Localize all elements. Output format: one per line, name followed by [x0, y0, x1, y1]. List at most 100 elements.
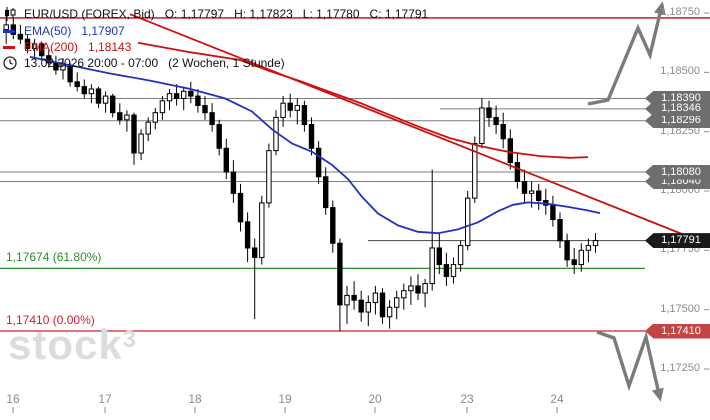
candle-body: [479, 107, 485, 145]
candle-body: [457, 245, 464, 266]
time-axis-label[interactable]: 19: [278, 392, 292, 406]
candle-body: [465, 197, 471, 247]
ohlc-high: H: 1,17823: [234, 7, 293, 21]
candle-body: [188, 90, 194, 97]
candle-body: [173, 93, 180, 99]
candle-body: [88, 88, 95, 95]
time-axis-label[interactable]: 23: [460, 392, 474, 406]
projection-up-icon: [587, 8, 663, 106]
time-axis-label[interactable]: 17: [98, 392, 112, 406]
legend-ema200-row: EMA(200) 1,18143: [3, 40, 141, 54]
candle-body: [557, 218, 563, 242]
candle-body: [301, 105, 308, 126]
time-axis-label[interactable]: 24: [550, 392, 564, 406]
candlestick-icon: [3, 7, 21, 21]
candle-body: [209, 112, 215, 126]
time-axis-label[interactable]: 16: [6, 392, 20, 406]
candle-body: [237, 192, 244, 223]
candle-body: [486, 107, 492, 118]
symbol-title: EUR/USD (FOREX, Bid): [24, 7, 155, 21]
candle-body: [195, 95, 201, 107]
candle-body: [95, 88, 102, 104]
candle-body: [401, 290, 407, 299]
candle-body: [145, 121, 151, 135]
candle-body: [39, 43, 45, 57]
ema50-line: [29, 56, 601, 235]
candle-body: [394, 297, 400, 308]
candle-body: [493, 116, 499, 126]
candle-body: [110, 95, 116, 114]
price-axis-label[interactable]: 1,17250: [660, 362, 700, 374]
downtrend-line[interactable]: [129, 13, 710, 246]
candle-body: [443, 264, 450, 277]
candle-body: [131, 114, 137, 154]
candle-body: [31, 43, 38, 50]
candle-body: [323, 176, 329, 209]
time-range: 13.02.2026 20:00 - 07:00: [24, 56, 159, 70]
ohlc-close: C: 1,17791: [369, 7, 429, 21]
fib-level-label: 1,17410 (0.00%): [6, 313, 95, 327]
candle-body: [202, 105, 208, 114]
price-tag[interactable]: 1,18296: [645, 113, 710, 129]
candle-body: [386, 306, 393, 318]
candle-body: [337, 242, 343, 306]
candle-body: [585, 245, 592, 251]
candle-body: [138, 133, 144, 154]
candle-body: [294, 105, 301, 111]
candle-body: [24, 38, 31, 50]
candle-body: [280, 102, 286, 118]
candle-body: [166, 93, 173, 102]
candle-body: [578, 249, 584, 266]
candle-body: [550, 204, 556, 220]
candle-body: [450, 264, 457, 277]
candle-body: [571, 259, 577, 266]
candle-body: [216, 124, 222, 149]
ema200-line: [137, 41, 589, 159]
candle-body: [379, 292, 386, 318]
candle-body: [365, 302, 372, 313]
price-tag[interactable]: 1,17791: [645, 233, 710, 249]
price-axis-label[interactable]: 1,17500: [660, 303, 700, 315]
candle-body: [81, 86, 87, 95]
ema200-label: EMA(200): [24, 40, 79, 54]
legend-ema50-row: EMA(50) 1,17907: [3, 24, 135, 38]
projection-up-head-icon: [654, 1, 666, 16]
candle-body: [230, 171, 237, 194]
candle-body: [266, 150, 272, 204]
ohlc-open: O: 1,17797: [164, 7, 225, 21]
ema200-value: 1,18143: [88, 40, 132, 54]
price-tag[interactable]: 1,18346: [645, 101, 710, 117]
candle-body: [436, 247, 443, 266]
projection-down-icon: [596, 330, 661, 395]
candle-body: [429, 247, 435, 285]
candle-body: [259, 202, 265, 258]
candle-body: [472, 143, 478, 199]
candle-body: [102, 95, 109, 104]
candle-body: [159, 100, 166, 114]
price-axis-label[interactable]: 1,18500: [660, 65, 700, 77]
legend-time-row: 13.02.2026 20:00 - 07:00 (2 Wochen, 1 St…: [3, 56, 295, 70]
time-axis-label[interactable]: 20: [368, 392, 382, 406]
candle-body: [422, 283, 428, 294]
candle-body: [223, 147, 230, 173]
candle-body: [500, 124, 506, 140]
price-tag[interactable]: 1,17410: [645, 323, 710, 339]
time-axis-label[interactable]: 18: [188, 392, 202, 406]
candle-body: [124, 114, 130, 121]
candle-body: [536, 190, 542, 201]
candle-body: [564, 240, 570, 261]
price-axis-label[interactable]: 1,18750: [660, 6, 700, 18]
candle-body: [408, 285, 414, 292]
candle-body: [152, 112, 159, 123]
candle-body: [244, 221, 251, 249]
candle-body: [528, 190, 535, 194]
ema200-swatch-icon: [3, 45, 21, 49]
price-tag[interactable]: 1,18080: [645, 164, 710, 180]
candle-body: [287, 102, 293, 111]
candle-body: [372, 292, 379, 304]
candle-body: [17, 33, 24, 40]
candle-body: [521, 181, 528, 194]
ema50-label: EMA(50): [24, 24, 72, 38]
candle-body: [74, 81, 80, 88]
